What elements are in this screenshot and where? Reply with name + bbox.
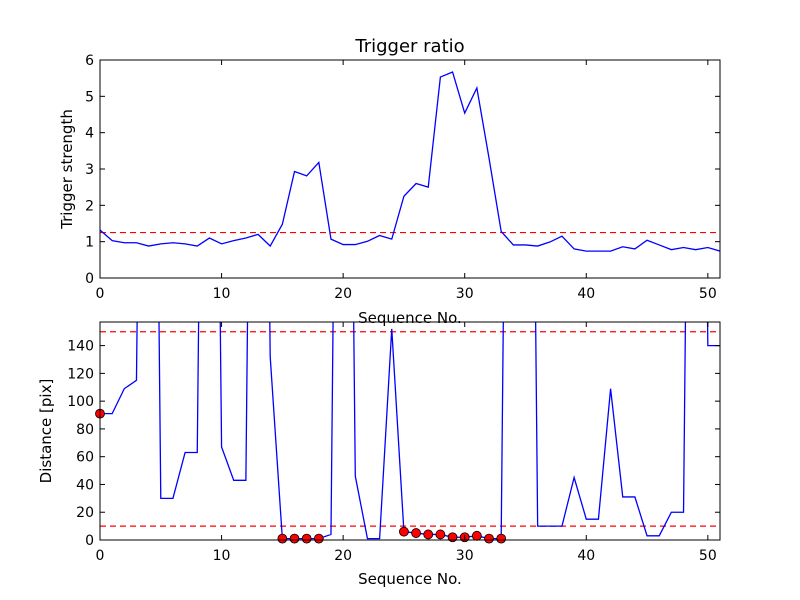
series-line: [100, 71, 720, 252]
x-tick-label: 30: [456, 548, 474, 564]
x-tick-label: 20: [334, 286, 352, 302]
x-tick-label: 0: [96, 286, 105, 302]
distance-plot: 0 10 20 30 40 50 0 20 40 60 80 100 120 140: [67, 321, 721, 564]
x-tick-label: 30: [456, 286, 474, 302]
x-tick-label: 40: [577, 548, 595, 564]
trigger-ratio-plot: 0 10 20 30 40 50 0 1 2 3 4 5 6: [85, 53, 721, 302]
y-tick-label: 6: [85, 53, 94, 69]
plot-area: [100, 322, 720, 540]
x-tick-label: 20: [334, 548, 352, 564]
plot-area: [100, 71, 720, 252]
y-tick-label: 20: [76, 505, 94, 521]
y-tick-label: 60: [76, 450, 94, 466]
series-line: [100, 322, 720, 540]
data-point: [423, 529, 434, 540]
trigger-ratio-panel: Trigger ratio 0 10 20 30 40 50 0 1 2 3 4 5 6 Sequenc…: [58, 36, 721, 327]
data-point: [496, 533, 507, 544]
y-tick-label: 4: [85, 126, 94, 142]
y-tick-label: 1: [85, 235, 94, 251]
data-point: [277, 533, 288, 544]
x-tick-label: 0: [96, 548, 105, 564]
y-tick-label: 0: [85, 533, 94, 549]
y-tick-label: 0: [85, 271, 94, 287]
data-point: [411, 528, 421, 538]
data-point: [289, 533, 300, 544]
x-axis-label: Sequence No.: [358, 570, 462, 588]
y-tick-label: 140: [67, 339, 94, 355]
y-tick-label: 120: [67, 366, 94, 382]
y-tick-label: 3: [85, 162, 94, 178]
data-point: [435, 529, 446, 540]
plot-frame: [99, 321, 721, 541]
y-tick-label: 80: [76, 422, 94, 438]
x-tick-label: 10: [213, 286, 231, 302]
y-axis-label: Distance [pix]: [37, 379, 55, 484]
data-point: [484, 533, 494, 544]
y-tick-label: 5: [85, 89, 94, 105]
y-axis-label: Trigger strength: [58, 109, 76, 230]
data-point: [447, 532, 458, 543]
y-tick-label: 2: [85, 198, 94, 214]
data-point: [301, 533, 312, 544]
data-point: [471, 530, 482, 541]
y-tick-label: 40: [76, 477, 94, 493]
x-tick-label: 10: [213, 548, 231, 564]
data-point: [399, 526, 409, 537]
x-tick-label: 50: [699, 286, 717, 302]
x-axis-label: Sequence No.: [358, 309, 462, 327]
x-tick-label: 40: [577, 286, 595, 302]
distance-panel: 0 10 20 30 40 50 0 20 40 60 80 100 120 140 Sequence N…: [37, 321, 721, 588]
data-point: [313, 533, 324, 544]
y-tick-label: 100: [67, 394, 94, 410]
chart-title: Trigger ratio: [354, 36, 464, 57]
x-tick-label: 50: [699, 548, 717, 564]
